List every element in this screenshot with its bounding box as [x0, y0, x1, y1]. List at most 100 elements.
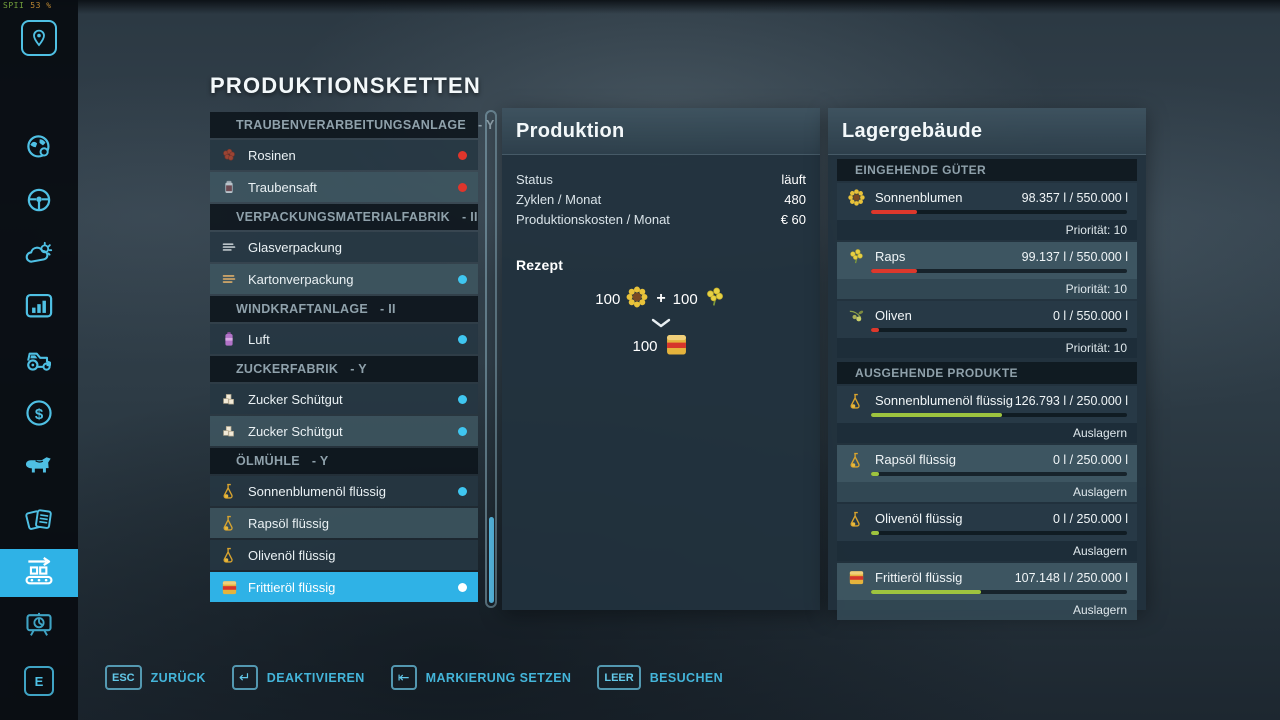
esc-key: ESC [105, 665, 142, 690]
good-action[interactable]: Auslagern [1072, 603, 1127, 617]
hint-visit[interactable]: LEER BESUCHEN [597, 665, 723, 690]
list-scrollbar-thumb[interactable] [488, 517, 494, 603]
good-name: Oliven [875, 308, 912, 323]
list-item-glasverpackung[interactable]: Glasverpackung [210, 232, 478, 262]
recipe-label: Rezept [516, 257, 564, 273]
info-value: 480 [784, 191, 806, 207]
recipe-input-qty: 100 [595, 290, 621, 308]
recipe-output-qty: 100 [632, 338, 658, 355]
storage-good-frittieroel[interactable]: Frittieröl flüssig 107.148 l / 250.000 l… [837, 563, 1137, 620]
status-dot [458, 426, 467, 436]
oil-flask-icon [218, 546, 240, 564]
sidebar-item-finances-chart[interactable] [0, 292, 78, 325]
list-item-luft[interactable]: Luft [210, 324, 478, 354]
list-item-label: Olivenöl flüssig [248, 547, 336, 563]
production-title: Produktion [516, 119, 625, 142]
list-item-zucker-2[interactable]: Zucker Schütgut [210, 416, 478, 446]
list-item-olivenoel[interactable]: Olivenöl flüssig [210, 540, 478, 570]
good-amount: 107.148 l / 250.000 l [1014, 570, 1128, 585]
sidebar-item-tractor[interactable] [0, 345, 78, 380]
hint-label: BESUCHEN [649, 670, 724, 685]
frying-oil-icon [663, 331, 690, 362]
canola-icon [845, 247, 867, 266]
status-dot [458, 486, 467, 496]
sidebar-item-world[interactable] [0, 133, 78, 166]
good-priority: Priorität: 10 [1065, 223, 1127, 237]
recipe-plus: + [656, 290, 666, 307]
svg-text:$: $ [35, 406, 44, 423]
list-item-kartonverpackung[interactable]: Kartonverpackung [210, 264, 478, 294]
production-list: TRAUBENVERARBEITUNGSANLAGE - Y Rosinen T… [210, 112, 494, 604]
hint-label: DEAKTIVIEREN [266, 670, 365, 685]
tab-key-icon: ⇤ [390, 665, 417, 690]
good-action[interactable]: Auslagern [1072, 426, 1127, 440]
raisins-icon [218, 146, 240, 164]
hint-back[interactable]: ESC ZURÜCK [105, 665, 206, 690]
fill-bar [871, 210, 1127, 214]
contracts-icon [23, 505, 55, 540]
info-value: läuft [781, 171, 806, 187]
recipe-inputs: 100 + 100 [502, 285, 820, 313]
sidebar-item-weather[interactable] [0, 239, 78, 272]
list-item-label: Frittieröl flüssig [248, 579, 336, 595]
fill-bar [871, 590, 1127, 594]
storage-good-sonnenblumen[interactable]: Sonnenblumen 98.357 l / 550.000 l Priori… [837, 183, 1137, 240]
storage-good-rapsoel[interactable]: Rapsöl flüssig 0 l / 250.000 l Auslagern [837, 445, 1137, 502]
info-row-status: Status läuft [516, 169, 806, 189]
sidebar-item-statistics[interactable] [0, 610, 78, 645]
list-scrollbar[interactable] [485, 110, 497, 608]
list-item-rosinen[interactable]: Rosinen [210, 140, 478, 170]
status-dot [458, 582, 467, 592]
fill-bar [871, 472, 1127, 476]
list-item-zucker-1[interactable]: Zucker Schütgut [210, 384, 478, 414]
storage-good-sonnenblumenoel[interactable]: Sonnenblumenöl flüssig 126.793 l / 250.0… [837, 386, 1137, 443]
list-item-sonnenblumenoel[interactable]: Sonnenblumenöl flüssig [210, 476, 478, 506]
info-label: Zyklen / Monat [516, 191, 602, 207]
fill-bar [871, 328, 1127, 332]
sidebar-item-e-key[interactable]: E [0, 666, 78, 696]
sunflower-icon [845, 188, 867, 207]
info-row-costs: Produktionskosten / Monat € 60 [516, 209, 806, 229]
oil-flask-icon [218, 482, 240, 500]
list-item-frittieroel[interactable]: Frittieröl flüssig [210, 572, 478, 602]
good-name: Sonnenblumen [875, 190, 963, 205]
storage-good-olivenoel[interactable]: Olivenöl flüssig 0 l / 250.000 l Auslage… [837, 504, 1137, 561]
good-action[interactable]: Auslagern [1072, 485, 1127, 499]
list-item-label: Rapsöl flüssig [248, 515, 329, 531]
incoming-goods-header: EINGEHENDE GÜTER [837, 159, 1137, 181]
production-info: Status läuft Zyklen / Monat 480 Produkti… [502, 155, 820, 229]
storage-title: Lagergebäude [842, 119, 983, 142]
fill-bar [871, 531, 1127, 535]
storage-good-raps[interactable]: Raps 99.137 l / 550.000 l Priorität: 10 [837, 242, 1137, 299]
sidebar-item-steering-wheel[interactable] [0, 186, 78, 219]
section-title: TRAUBENVERARBEITUNGSANLAGE [236, 118, 467, 132]
sidebar-item-money[interactable]: $ [0, 398, 78, 433]
bottom-key-bar: ESC ZURÜCK ↵ DEAKTIVIEREN ⇤ MARKIERUNG S… [105, 665, 723, 690]
map-pin-icon [21, 20, 57, 56]
carton-packaging-icon [218, 270, 240, 288]
production-panel: Produktion Status läuft Zyklen / Monat 4… [502, 108, 820, 610]
hint-deactivate[interactable]: ↵ DEAKTIVIEREN [231, 665, 365, 690]
good-action[interactable]: Auslagern [1072, 544, 1127, 558]
hint-label: MARKIERUNG SETZEN [425, 670, 572, 685]
production-panel-header: Produktion [502, 108, 820, 155]
list-item-label: Luft [248, 331, 270, 347]
oil-flask-icon [845, 510, 867, 528]
recipe-arrow-icon [502, 318, 820, 328]
list-item-rapsoel[interactable]: Rapsöl flüssig [210, 508, 478, 538]
section-suffix: - II [461, 210, 478, 224]
hint-set-marker[interactable]: ⇤ MARKIERUNG SETZEN [390, 665, 572, 690]
list-item-traubensaft[interactable]: Traubensaft [210, 172, 478, 202]
list-section-header: TRAUBENVERARBEITUNGSANLAGE - Y [210, 112, 494, 138]
finances-chart-icon [24, 292, 54, 325]
sidebar-item-animals[interactable] [0, 451, 78, 484]
storage-good-oliven[interactable]: Oliven 0 l / 550.000 l Priorität: 10 [837, 301, 1137, 358]
sidebar-item-production-chains[interactable] [0, 549, 78, 597]
e-key-label: E [24, 666, 54, 696]
sidebar-item-contracts[interactable] [0, 505, 78, 540]
status-dot [458, 394, 467, 404]
hint-label: ZURÜCK [150, 670, 206, 685]
sidebar-item-map-pin[interactable] [0, 20, 78, 56]
list-item-label: Traubensaft [248, 179, 317, 195]
section-title: ÖLMÜHLE [236, 454, 300, 468]
